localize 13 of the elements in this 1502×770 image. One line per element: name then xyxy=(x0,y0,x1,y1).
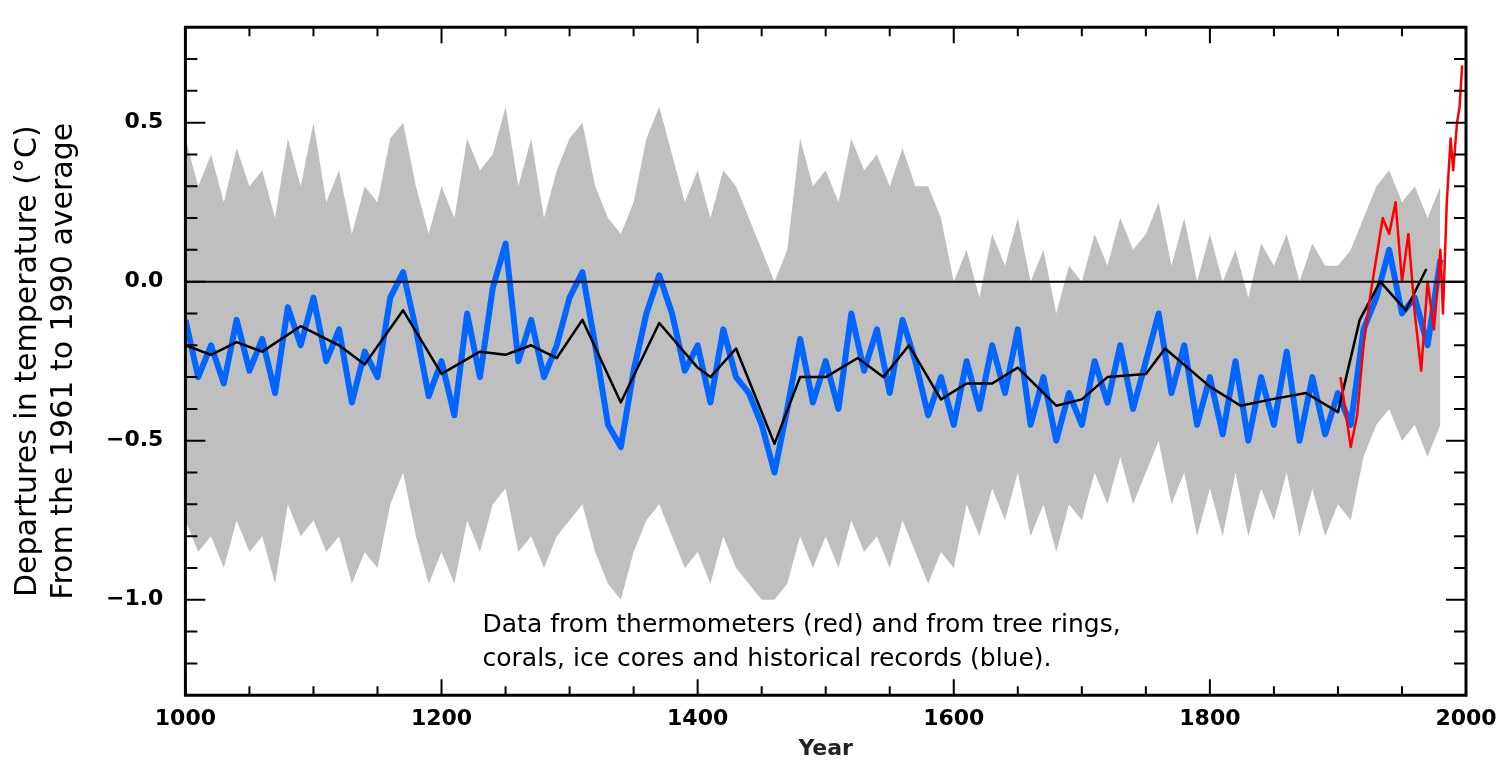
x-tick-label: 1400 xyxy=(667,705,729,731)
x-axis-title: Year xyxy=(797,734,854,760)
y-axis-title: Departures in temperature (°C) From the 1961 to 1990 average xyxy=(7,122,79,600)
x-tick-label: 1800 xyxy=(1179,705,1241,731)
x-tick-label: 2000 xyxy=(1435,705,1497,731)
y-tick-label: −0.5 xyxy=(106,426,164,452)
y-tick-label: −1.0 xyxy=(106,585,164,611)
x-tick-label: 1600 xyxy=(923,705,985,731)
x-tick-label: 1000 xyxy=(154,705,217,731)
x-tick-label: 1200 xyxy=(410,705,473,731)
annotation: Data from thermometers (red) and from tree rings, corals, ice cores and historical records (blue). xyxy=(482,608,1121,672)
y-tick-label: 0.5 xyxy=(124,108,164,134)
y-tick-label: 0.0 xyxy=(124,267,164,293)
